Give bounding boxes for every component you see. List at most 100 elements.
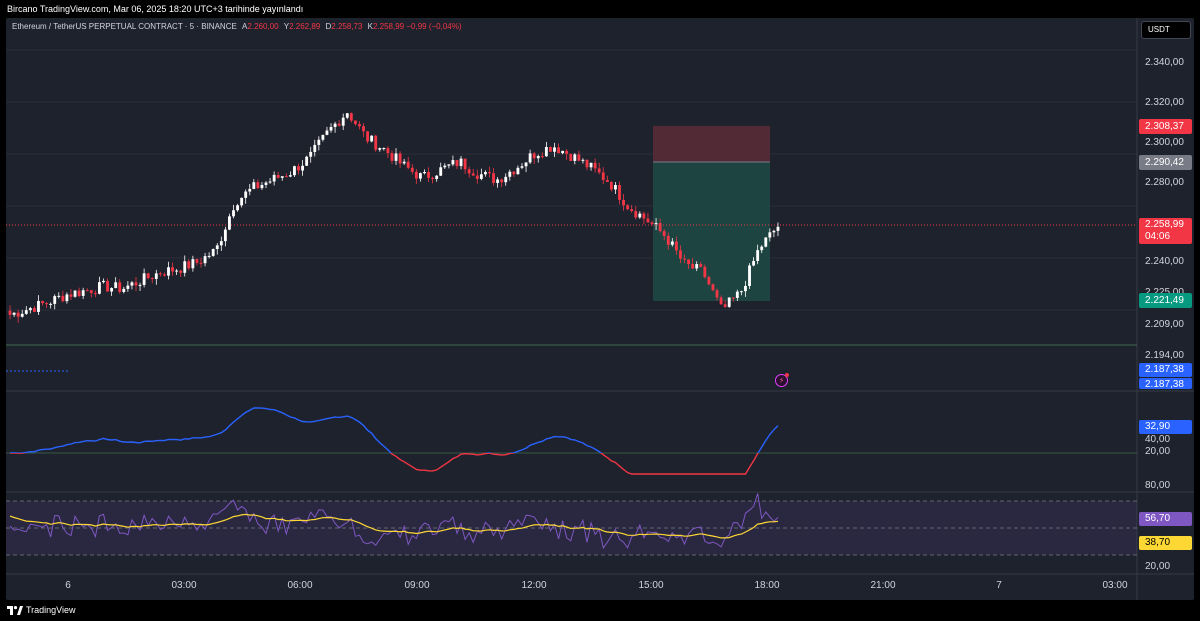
candle-body — [520, 166, 524, 168]
candle-body — [167, 267, 170, 276]
candle-body — [609, 181, 613, 190]
stop-loss-zone[interactable] — [653, 126, 770, 162]
candle-body — [211, 248, 215, 256]
candle-body — [463, 158, 467, 170]
candle-body — [280, 176, 284, 178]
candle-body — [114, 282, 118, 289]
open-value: 2.260,00 — [247, 22, 279, 31]
candle-body — [256, 182, 260, 189]
candle-body — [390, 153, 394, 161]
candle-body — [268, 181, 272, 183]
entry-tag[interactable]: 2.290,42 — [1139, 155, 1192, 170]
last-price-tag[interactable]: 2.258,99 04:06 — [1139, 218, 1192, 244]
candle-body — [536, 156, 540, 159]
candle-body — [573, 154, 577, 161]
candle-body — [97, 282, 101, 294]
candle-body — [276, 174, 280, 178]
candle-body — [776, 226, 780, 231]
candle-body — [504, 176, 508, 183]
time-tick: 15:00 — [638, 580, 664, 591]
price-tick: 2.320,00 — [1145, 97, 1184, 108]
candle-body — [467, 169, 471, 174]
rsi-tick: 20,00 — [1145, 561, 1171, 572]
candle-body — [89, 290, 93, 294]
alert-tag[interactable]: 2.187,38 — [1139, 378, 1192, 389]
chart-pane[interactable] — [6, 18, 1194, 600]
stop-loss-tag[interactable]: 2.308,37 — [1139, 119, 1192, 134]
candle-body — [20, 313, 24, 317]
candle-body — [24, 310, 28, 314]
candle-body — [459, 158, 463, 167]
tradingview-logo[interactable]: TradingView — [7, 603, 76, 617]
candle-body — [540, 156, 544, 158]
candle-body — [73, 290, 77, 297]
lightning-icon[interactable]: ⚡ — [775, 373, 789, 387]
candle-body — [451, 160, 455, 165]
candle-body — [597, 168, 601, 173]
candle-body — [293, 166, 296, 176]
candle-body — [488, 172, 491, 174]
time-tick: 7 — [996, 580, 1002, 591]
candle-body — [658, 223, 662, 232]
candle-body — [768, 232, 772, 238]
candle-body — [418, 173, 422, 179]
candle-body — [516, 167, 520, 175]
candle-body — [301, 165, 305, 171]
symbol-legend[interactable]: Ethereum / TetherUS PERPETUAL CONTRACT ·… — [12, 22, 462, 31]
candle-body — [102, 280, 105, 283]
candle-body — [382, 148, 386, 150]
candle-body — [272, 174, 276, 182]
candle-body — [483, 172, 487, 175]
candle-body — [431, 177, 435, 180]
candle-body — [199, 262, 203, 264]
rsi-value-tag: 56,70 — [1139, 512, 1192, 526]
take-profit-tag[interactable]: 2.221,49 — [1139, 293, 1192, 308]
candle-body — [512, 171, 516, 175]
candle-body — [683, 258, 686, 260]
take-profit-zone[interactable] — [653, 162, 770, 301]
candle-body — [175, 270, 179, 272]
candle-body — [553, 147, 556, 152]
candle-body — [585, 159, 589, 168]
candle-body — [569, 153, 573, 161]
candle-body — [45, 303, 49, 305]
candle-body — [662, 231, 666, 236]
candle-body — [195, 259, 199, 263]
symbol-title[interactable]: Ethereum / TetherUS PERPETUAL CONTRACT ·… — [12, 22, 237, 31]
time-tick: 6 — [65, 580, 71, 591]
candle-body — [679, 250, 682, 259]
candle-body — [723, 304, 727, 307]
candle-body — [12, 312, 16, 315]
candle-body — [735, 291, 739, 298]
candle-body — [16, 312, 20, 317]
candle-body — [544, 147, 548, 157]
candle-body — [219, 241, 223, 246]
time-tick: 03:00 — [1102, 580, 1128, 591]
candle-body — [386, 148, 390, 154]
low-value: 2.258,73 — [331, 22, 363, 31]
candle-body — [158, 273, 162, 275]
candle-body — [752, 260, 756, 266]
candle-body — [731, 297, 735, 299]
candle-body — [508, 171, 512, 177]
attribution-bar: Bircano TradingView.com, Mar 06, 2025 18… — [0, 0, 1200, 18]
ind1-line-up — [9, 407, 779, 453]
alert-tag[interactable]: 2.187,38 — [1139, 363, 1192, 377]
candle-body — [748, 265, 751, 286]
price-tick: 2.225,00 — [1145, 287, 1184, 298]
candle-body — [313, 144, 317, 152]
time-tick: 21:00 — [870, 580, 896, 591]
candle-body — [406, 161, 410, 168]
time-tick: 09:00 — [404, 580, 430, 591]
candle-body — [358, 124, 361, 127]
candle-body — [666, 235, 670, 245]
candle-body — [49, 303, 53, 305]
candle-body — [134, 282, 138, 286]
candle-body — [191, 259, 195, 269]
currency-button[interactable]: USDT — [1141, 21, 1191, 39]
candle-body — [8, 310, 12, 315]
footer-bar — [0, 600, 1200, 621]
candle-body — [122, 288, 126, 293]
candle-body — [353, 120, 357, 125]
